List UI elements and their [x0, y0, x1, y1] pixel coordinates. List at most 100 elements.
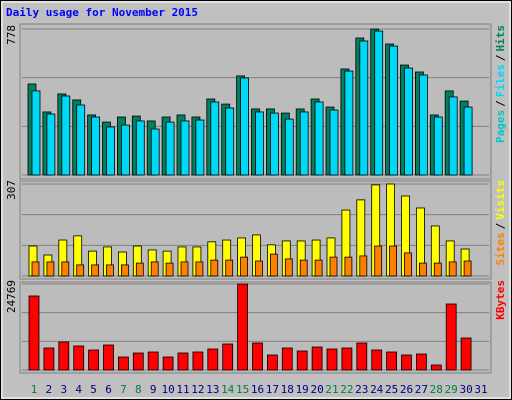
x-tick-label: 25 — [385, 383, 398, 396]
bar — [222, 343, 234, 371]
bar — [255, 111, 264, 176]
bar — [401, 354, 412, 371]
bar — [43, 347, 55, 371]
x-tick-label: 19 — [296, 383, 309, 396]
bar — [329, 256, 338, 277]
legend: Pages / Files / Hits — [494, 25, 507, 143]
bar — [132, 352, 144, 371]
bar — [281, 347, 293, 371]
bar — [433, 116, 443, 176]
x-tick-label: 8 — [135, 383, 142, 396]
x-tick-label: 11 — [176, 383, 189, 396]
bar — [46, 261, 55, 277]
bar — [240, 77, 250, 176]
bar — [448, 96, 458, 176]
bar — [76, 264, 85, 277]
bar — [31, 261, 40, 277]
x-tick-label: 2 — [46, 383, 53, 396]
x-tick-label: 3 — [60, 383, 67, 396]
bar — [344, 70, 354, 176]
bar — [460, 337, 472, 371]
bar — [135, 262, 144, 277]
bar — [418, 74, 428, 176]
x-tick-label: 16 — [251, 383, 264, 396]
legend: Sites / Visits — [494, 180, 507, 266]
bar — [135, 120, 145, 176]
x-tick-label: 5 — [90, 383, 97, 396]
bar — [404, 67, 413, 176]
chart-title: Daily usage for November 2015 — [6, 6, 198, 19]
bar — [284, 258, 293, 277]
x-tick-label: 18 — [281, 383, 294, 396]
bar — [150, 261, 159, 277]
bar — [311, 346, 323, 371]
bar — [445, 303, 457, 371]
bar — [326, 348, 338, 371]
bar — [147, 351, 159, 371]
x-tick-label: 6 — [105, 383, 112, 396]
x-tick-label: 13 — [206, 383, 219, 396]
bar — [240, 256, 249, 277]
x-tick-label: 10 — [161, 383, 174, 396]
legend-entry: Files — [494, 64, 507, 97]
legend: KBytes — [494, 280, 507, 320]
x-tick-label: 27 — [415, 383, 428, 396]
bar — [448, 261, 457, 277]
x-tick-label: 12 — [191, 383, 204, 396]
bar — [341, 347, 353, 371]
bar — [180, 120, 190, 176]
bar — [192, 351, 204, 371]
bar — [61, 95, 71, 176]
bar — [46, 113, 56, 176]
x-tick-label: 4 — [75, 383, 82, 396]
bar — [237, 283, 249, 371]
bar — [252, 342, 263, 371]
bar — [177, 352, 189, 371]
bar — [162, 356, 174, 371]
bar — [430, 364, 442, 371]
bar — [463, 260, 472, 277]
y-tick-label: 778 — [5, 25, 18, 45]
bar — [269, 112, 279, 176]
x-tick-label: 28 — [430, 383, 443, 396]
bar — [31, 90, 41, 176]
x-tick-label: 31 — [474, 383, 487, 396]
bar — [58, 341, 70, 371]
legend-entry: KBytes — [494, 280, 507, 320]
bar — [284, 118, 294, 176]
bar — [314, 259, 323, 277]
bar — [255, 260, 263, 277]
bar — [91, 116, 100, 176]
bar — [269, 253, 278, 277]
bar — [404, 252, 412, 277]
x-tick-label: 26 — [400, 383, 413, 396]
bar — [389, 245, 398, 277]
bar — [103, 344, 114, 371]
bar — [463, 106, 473, 176]
bar — [299, 111, 309, 176]
bar — [418, 262, 427, 277]
legend-entry: Visits — [494, 180, 507, 220]
bar — [165, 262, 174, 277]
legend-entry: Hits — [494, 25, 507, 52]
bar — [344, 256, 353, 277]
bar — [225, 259, 234, 277]
bar — [195, 119, 205, 176]
bar — [73, 345, 85, 371]
bar — [88, 349, 99, 371]
bar — [389, 45, 399, 176]
bar — [28, 295, 40, 371]
bar — [76, 104, 86, 176]
bar — [150, 128, 160, 176]
bar — [374, 30, 384, 176]
bar — [329, 109, 339, 176]
x-tick-label: 9 — [150, 383, 157, 396]
bar — [180, 261, 189, 277]
bar — [61, 261, 70, 277]
bar — [121, 124, 130, 176]
y-tick-label: 307 — [5, 180, 18, 200]
bar — [386, 351, 398, 371]
x-tick-label: 29 — [445, 383, 458, 396]
